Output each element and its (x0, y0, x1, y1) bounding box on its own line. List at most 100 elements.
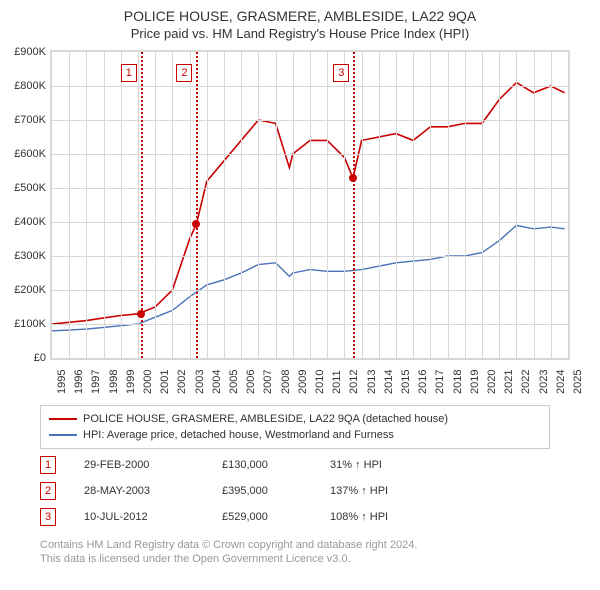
legend: POLICE HOUSE, GRASMERE, AMBLESIDE, LA22 … (40, 405, 550, 449)
event-dot (349, 174, 357, 182)
y-tick-label: £500K (2, 182, 46, 194)
x-tick-label: 2019 (469, 370, 481, 394)
gridline-v (516, 52, 517, 358)
gridline-v (499, 52, 500, 358)
legend-swatch-icon (49, 434, 77, 436)
y-tick-label: £300K (2, 250, 46, 262)
x-tick-label: 2008 (280, 370, 292, 394)
gridline-v (224, 52, 225, 358)
gridline-v (276, 52, 277, 358)
gridline-v (430, 52, 431, 358)
x-tick-label: 2025 (572, 370, 584, 394)
title-block: POLICE HOUSE, GRASMERE, AMBLESIDE, LA22 … (0, 0, 600, 41)
gridline-v (448, 52, 449, 358)
x-tick-label: 1998 (108, 370, 120, 394)
event-number-box: 3 (40, 508, 56, 526)
y-tick-label: £900K (2, 46, 46, 58)
gridline-v (344, 52, 345, 358)
x-tick-label: 2023 (538, 370, 550, 394)
x-tick-label: 2018 (452, 370, 464, 394)
x-tick-label: 2006 (245, 370, 257, 394)
x-tick-label: 1999 (125, 370, 137, 394)
chart-container: POLICE HOUSE, GRASMERE, AMBLESIDE, LA22 … (0, 0, 600, 590)
x-tick-label: 2001 (159, 370, 171, 394)
gridline-v (86, 52, 87, 358)
gridline-v (534, 52, 535, 358)
event-date: 28-MAY-2003 (84, 485, 204, 497)
x-tick-label: 2017 (434, 370, 446, 394)
x-tick-label: 2024 (555, 370, 567, 394)
x-tick-label: 2005 (228, 370, 240, 394)
x-tick-label: 2013 (366, 370, 378, 394)
y-tick-label: £200K (2, 284, 46, 296)
event-marker-line (196, 52, 198, 358)
gridline-v (362, 52, 363, 358)
x-tick-label: 2016 (417, 370, 429, 394)
gridline-v (69, 52, 70, 358)
x-tick-label: 2010 (314, 370, 326, 394)
gridline-v (465, 52, 466, 358)
gridline-v (241, 52, 242, 358)
x-tick-label: 1995 (56, 370, 68, 394)
gridline-v (327, 52, 328, 358)
event-number-box: 3 (333, 64, 349, 82)
event-marker-line (353, 52, 355, 358)
gridline-v (258, 52, 259, 358)
gridline-v (172, 52, 173, 358)
y-tick-label: £700K (2, 114, 46, 126)
x-tick-label: 2015 (400, 370, 412, 394)
table-row: 1 29-FEB-2000 £130,000 31% ↑ HPI (40, 452, 440, 478)
footer-line: This data is licensed under the Open Gov… (40, 552, 417, 566)
gridline-v (310, 52, 311, 358)
y-tick-label: £400K (2, 216, 46, 228)
events-table: 1 29-FEB-2000 £130,000 31% ↑ HPI 2 28-MA… (40, 452, 440, 530)
gridline-v (293, 52, 294, 358)
table-row: 2 28-MAY-2003 £395,000 137% ↑ HPI (40, 478, 440, 504)
gridline-v (155, 52, 156, 358)
event-number-box: 2 (176, 64, 192, 82)
legend-label: HPI: Average price, detached house, West… (83, 427, 394, 443)
x-tick-label: 2021 (503, 370, 515, 394)
event-pct: 137% ↑ HPI (330, 485, 440, 497)
legend-item: HPI: Average price, detached house, West… (49, 427, 541, 443)
event-price: £529,000 (222, 511, 312, 523)
gridline-v (413, 52, 414, 358)
x-tick-label: 2007 (262, 370, 274, 394)
gridline-v (482, 52, 483, 358)
x-tick-label: 2011 (331, 370, 343, 394)
event-number-box: 1 (121, 64, 137, 82)
gridline-v (121, 52, 122, 358)
event-number-box: 1 (40, 456, 56, 474)
legend-swatch-icon (49, 418, 77, 420)
legend-item: POLICE HOUSE, GRASMERE, AMBLESIDE, LA22 … (49, 411, 541, 427)
event-pct: 31% ↑ HPI (330, 459, 440, 471)
gridline-v (379, 52, 380, 358)
title-sub: Price paid vs. HM Land Registry's House … (0, 26, 600, 41)
gridline-v (551, 52, 552, 358)
x-tick-label: 2020 (486, 370, 498, 394)
footer-attribution: Contains HM Land Registry data © Crown c… (40, 538, 417, 566)
x-tick-label: 1997 (90, 370, 102, 394)
y-tick-label: £0 (2, 352, 46, 364)
event-price: £395,000 (222, 485, 312, 497)
event-dot (137, 310, 145, 318)
title-main: POLICE HOUSE, GRASMERE, AMBLESIDE, LA22 … (0, 8, 600, 24)
x-tick-label: 2003 (194, 370, 206, 394)
footer-line: Contains HM Land Registry data © Crown c… (40, 538, 417, 552)
event-date: 10-JUL-2012 (84, 511, 204, 523)
x-tick-label: 2022 (520, 370, 532, 394)
x-tick-label: 2009 (297, 370, 309, 394)
event-pct: 108% ↑ HPI (330, 511, 440, 523)
x-tick-label: 1996 (73, 370, 85, 394)
y-tick-label: £600K (2, 148, 46, 160)
gridline-v (104, 52, 105, 358)
gridline-v (207, 52, 208, 358)
x-tick-label: 2002 (176, 370, 188, 394)
legend-label: POLICE HOUSE, GRASMERE, AMBLESIDE, LA22 … (83, 411, 448, 427)
x-tick-label: 2004 (211, 370, 223, 394)
table-row: 3 10-JUL-2012 £529,000 108% ↑ HPI (40, 504, 440, 530)
event-price: £130,000 (222, 459, 312, 471)
y-tick-label: £800K (2, 80, 46, 92)
series-line (52, 83, 565, 324)
y-tick-label: £100K (2, 318, 46, 330)
